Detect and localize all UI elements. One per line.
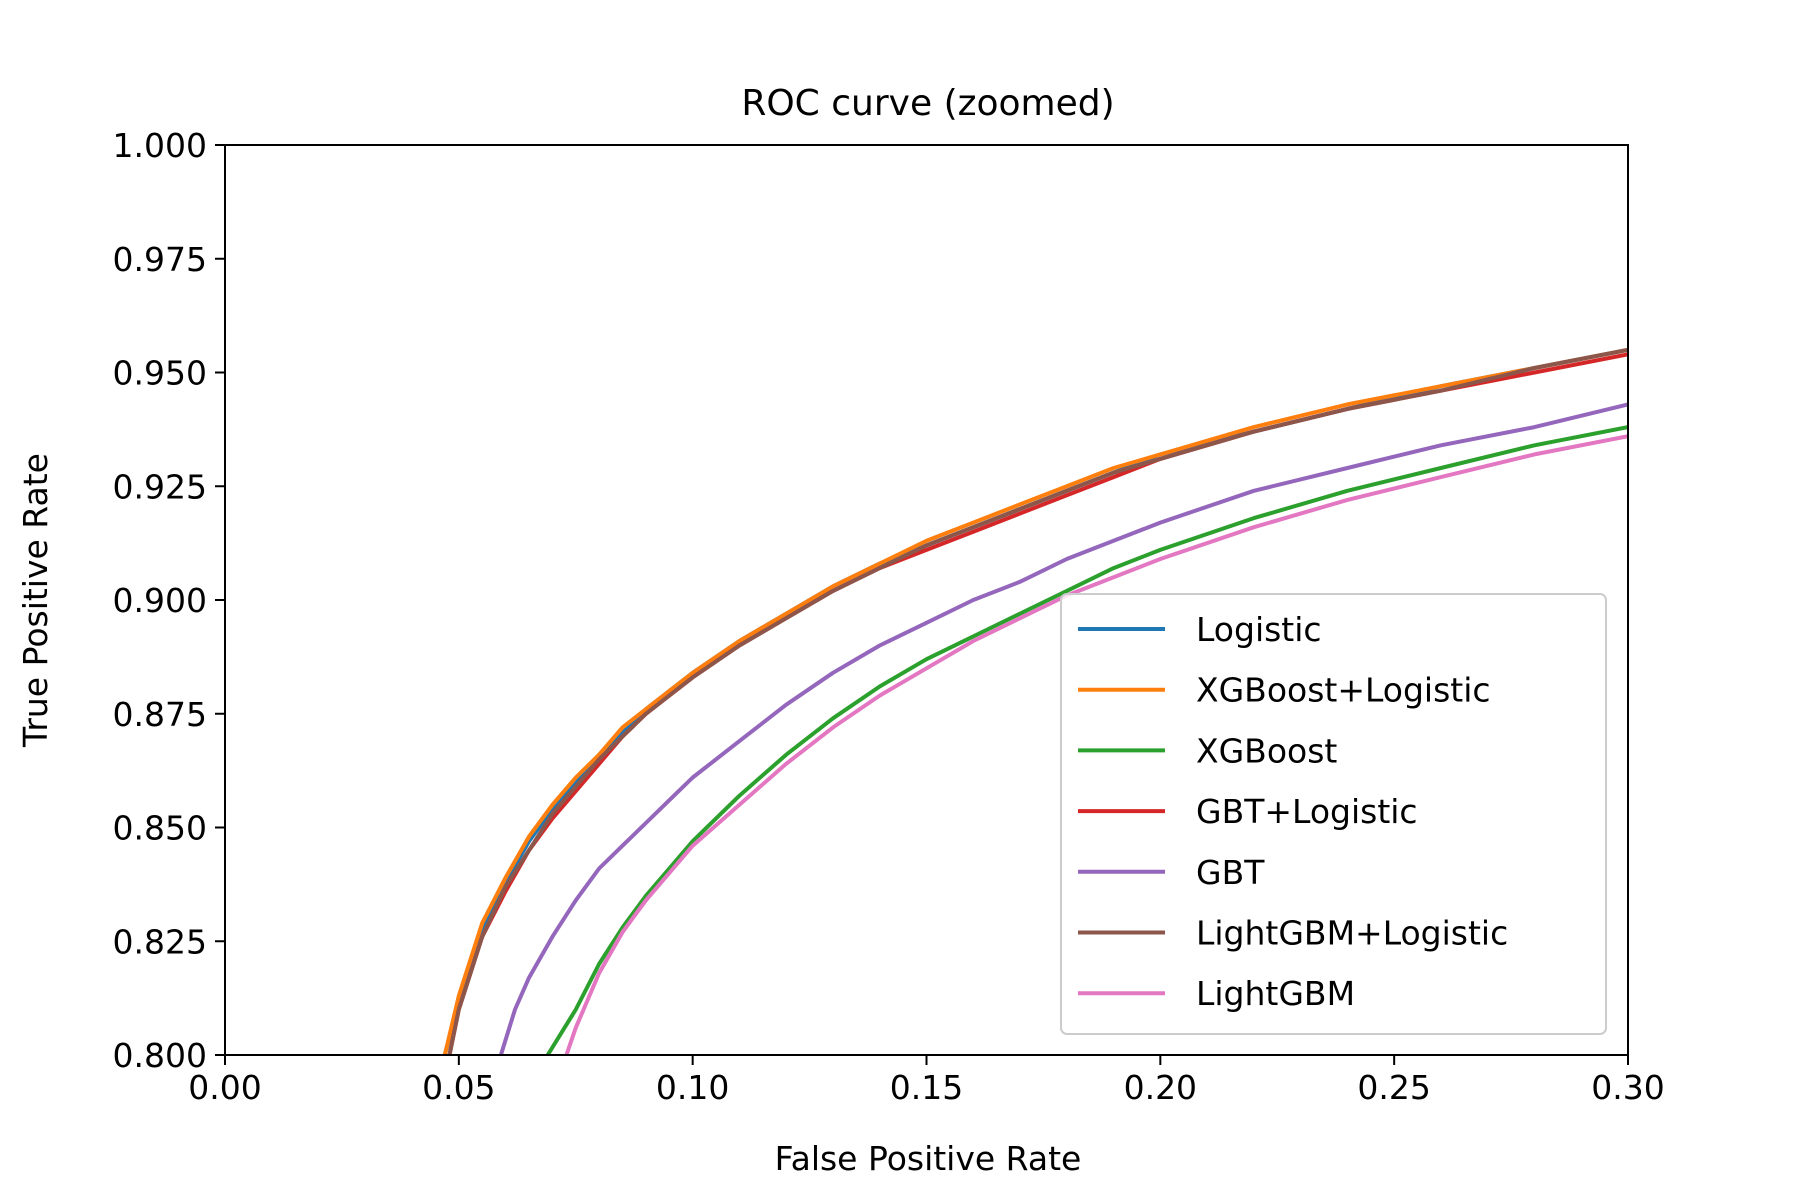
x-tick-label: 0.00 bbox=[188, 1068, 261, 1107]
y-axis-label: True Positive Rate bbox=[16, 453, 55, 748]
x-tick-label: 0.05 bbox=[422, 1068, 495, 1107]
legend-label: GBT+Logistic bbox=[1196, 792, 1418, 831]
legend-label: LightGBM+Logistic bbox=[1196, 914, 1508, 953]
y-tick-label: 0.800 bbox=[113, 1036, 207, 1075]
x-tick-label: 0.10 bbox=[656, 1068, 729, 1107]
x-tick-label: 0.20 bbox=[1124, 1068, 1197, 1107]
y-tick-label: 0.850 bbox=[113, 809, 207, 848]
y-tick-label: 0.975 bbox=[113, 240, 207, 279]
legend-label: LightGBM bbox=[1196, 974, 1355, 1013]
x-tick-label: 0.30 bbox=[1591, 1068, 1664, 1107]
y-tick-label: 0.900 bbox=[113, 581, 207, 620]
legend-box bbox=[1060, 593, 1607, 1035]
legend: Logistic XGBoost+Logistic XGBoost GBT+Logis… bbox=[1060, 593, 1607, 1035]
y-tick-label: 0.825 bbox=[113, 922, 207, 961]
chart-title: ROC curve (zoomed) bbox=[741, 83, 1114, 124]
x-axis-label: False Positive Rate bbox=[775, 1139, 1082, 1178]
y-tick-label: 0.875 bbox=[113, 695, 207, 734]
series-line-6 bbox=[564, 434, 1628, 1055]
legend-label: XGBoost+Logistic bbox=[1196, 671, 1491, 710]
y-tick-label: 1.000 bbox=[113, 126, 207, 165]
series-line-4 bbox=[498, 402, 1628, 1055]
y-axis: 0.800 0.825 0.850 0.875 0.900 0.925 0.950 0.975… bbox=[113, 126, 225, 1075]
y-tick-label: 0.950 bbox=[113, 354, 207, 393]
series-line-2 bbox=[545, 425, 1628, 1055]
x-tick-label: 0.25 bbox=[1357, 1068, 1430, 1107]
series-line-1 bbox=[442, 347, 1628, 1055]
y-tick-label: 0.925 bbox=[113, 467, 207, 506]
legend-label: Logistic bbox=[1196, 610, 1322, 649]
x-tick-label: 0.15 bbox=[890, 1068, 963, 1107]
series-line-5 bbox=[447, 347, 1628, 1055]
legend-label: GBT bbox=[1196, 853, 1265, 892]
x-axis: 0.00 0.05 0.10 0.15 0.20 0.25 0.30 bbox=[188, 1055, 1665, 1107]
legend-label: XGBoost bbox=[1196, 731, 1337, 770]
plot-curves bbox=[442, 347, 1628, 1055]
